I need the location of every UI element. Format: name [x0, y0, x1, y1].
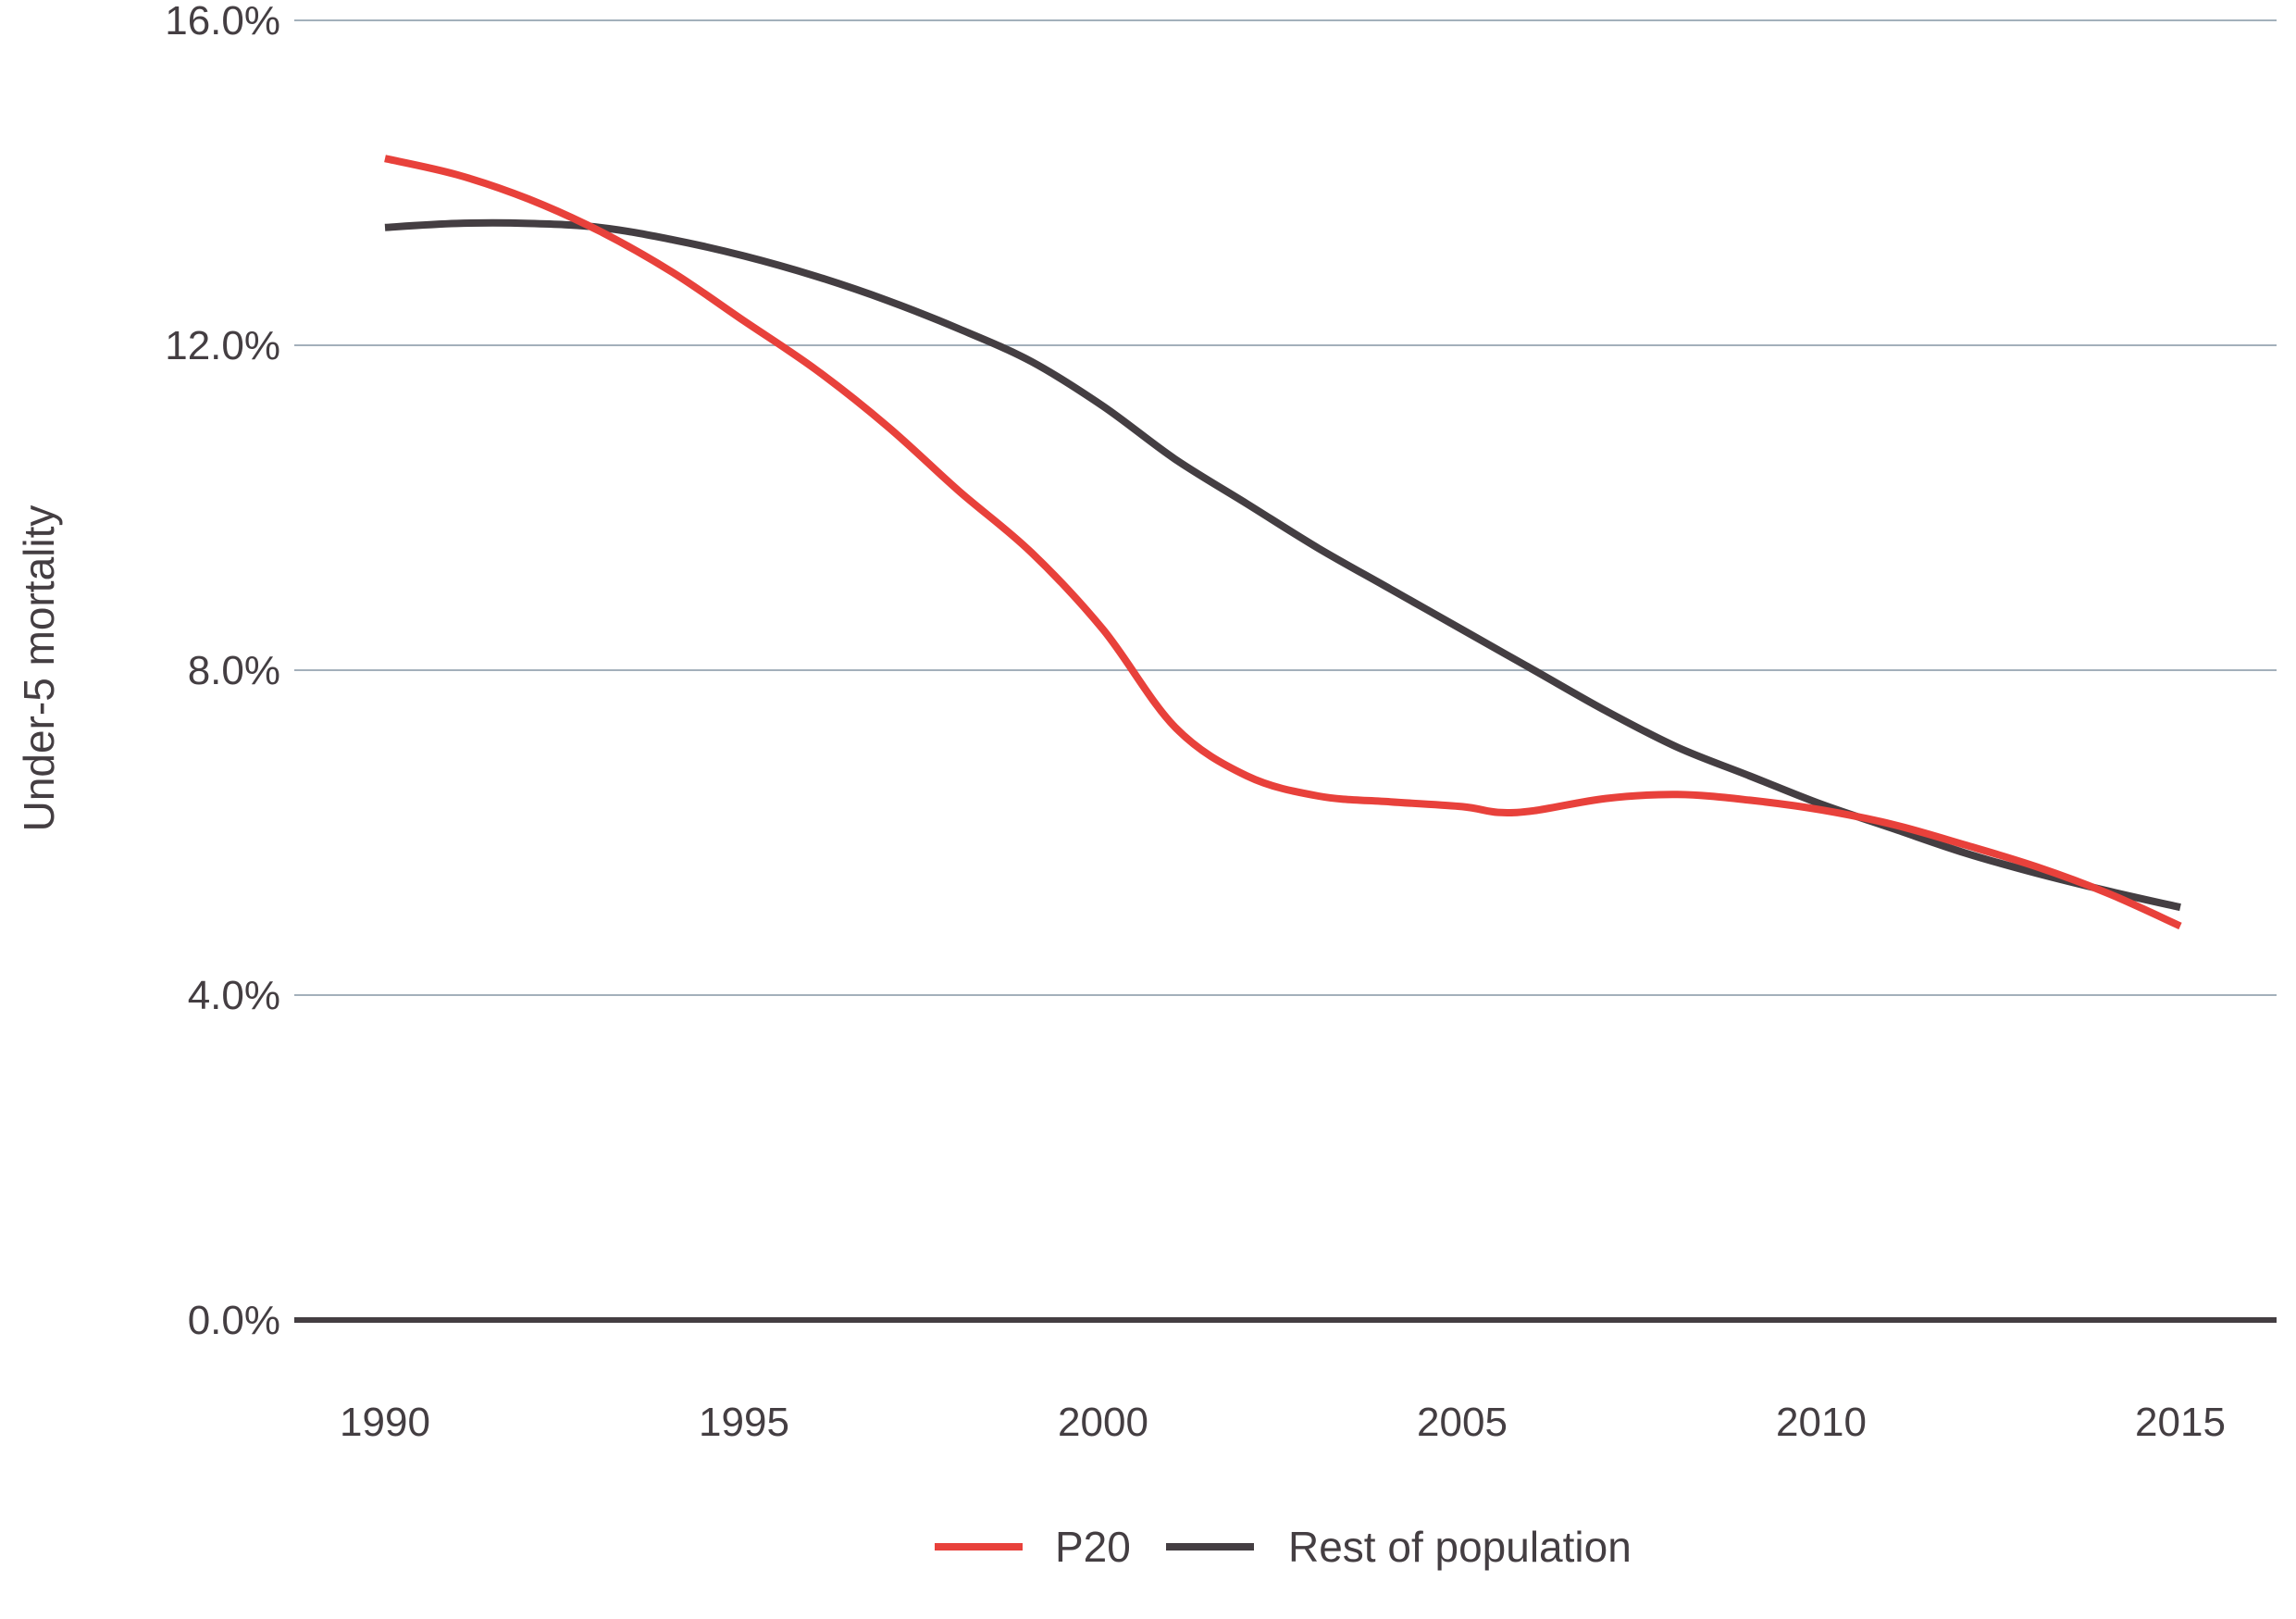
y-axis-title: Under-5 mortality	[15, 505, 63, 832]
y-tick-label: 4.0%	[188, 973, 280, 1018]
x-tick-label: 2010	[1776, 1400, 1867, 1445]
legend-label-rest-of-population: Rest of population	[1288, 1523, 1632, 1571]
legend-label-p20: P20	[1055, 1523, 1131, 1571]
x-tick-label: 2000	[1058, 1400, 1148, 1445]
series-lines	[384, 155, 2182, 930]
x-axis-tick-labels: 1990 1995 2000 2005 2010 2015	[340, 1400, 2226, 1445]
x-tick-label: 1995	[699, 1400, 789, 1445]
x-tick-label: 1990	[340, 1400, 430, 1445]
series-line-rest-of-population	[384, 218, 2181, 912]
y-tick-label: 0.0%	[188, 1298, 280, 1343]
y-tick-label: 12.0%	[165, 323, 280, 368]
y-tick-label: 16.0%	[165, 0, 280, 44]
series-line-p20	[384, 155, 2182, 930]
x-tick-label: 2015	[2135, 1400, 2226, 1445]
y-tick-label: 8.0%	[188, 648, 280, 693]
legend: P20 Rest of population	[935, 1523, 1632, 1571]
gridlines	[294, 19, 2277, 1323]
y-axis-tick-labels: 0.0% 4.0% 8.0% 12.0% 16.0%	[165, 0, 280, 1343]
x-tick-label: 2005	[1417, 1400, 1508, 1445]
